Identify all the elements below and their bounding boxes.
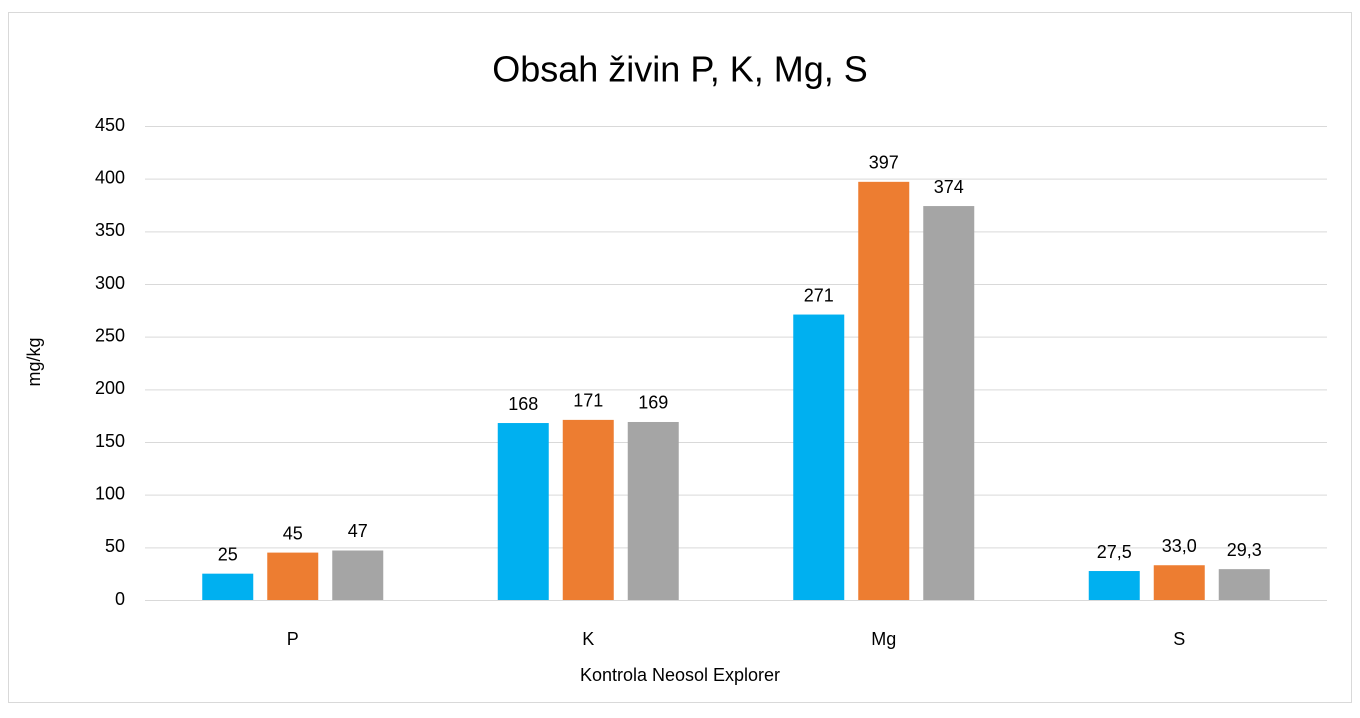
bar [562, 419, 614, 600]
data-label: 33,0 [1162, 536, 1197, 556]
data-label: 29,3 [1227, 540, 1262, 560]
y-tick-label: 200 [95, 378, 125, 398]
data-label: 374 [934, 177, 964, 197]
x-axis-title: Kontrola Neosol Explorer [580, 665, 780, 685]
y-tick-label: 0 [115, 589, 125, 609]
data-label: 397 [869, 153, 899, 173]
bar [923, 206, 975, 600]
y-axis-title: mg/kg [24, 337, 44, 386]
x-tick-label: P [287, 629, 299, 649]
bar [202, 573, 254, 600]
bar [858, 181, 910, 600]
bar [1218, 569, 1270, 600]
bar [1088, 571, 1140, 600]
data-label: 168 [508, 394, 538, 414]
x-tick-label: Mg [871, 629, 896, 649]
x-tick-label: S [1173, 629, 1185, 649]
y-tick-label: 450 [95, 115, 125, 135]
data-label: 47 [348, 521, 368, 541]
data-label: 271 [804, 285, 834, 305]
data-label: 45 [283, 523, 303, 543]
data-label: 171 [573, 391, 603, 411]
data-label: 27,5 [1097, 542, 1132, 562]
bar [267, 552, 319, 600]
y-tick-label: 400 [95, 167, 125, 187]
y-tick-label: 250 [95, 325, 125, 345]
data-label: 169 [638, 393, 668, 413]
bar [627, 421, 679, 600]
y-tick-label: 350 [95, 220, 125, 240]
y-tick-label: 300 [95, 273, 125, 293]
y-tick-label: 150 [95, 431, 125, 451]
bar [793, 314, 845, 600]
bar [1153, 565, 1205, 600]
data-label: 25 [218, 544, 238, 564]
x-tick-label: K [582, 629, 594, 649]
y-tick-label: 50 [105, 536, 125, 556]
y-tick-label: 100 [95, 483, 125, 503]
chart-title: Obsah živin P, K, Mg, S [492, 49, 868, 90]
bar [497, 423, 549, 600]
bar [332, 550, 384, 600]
